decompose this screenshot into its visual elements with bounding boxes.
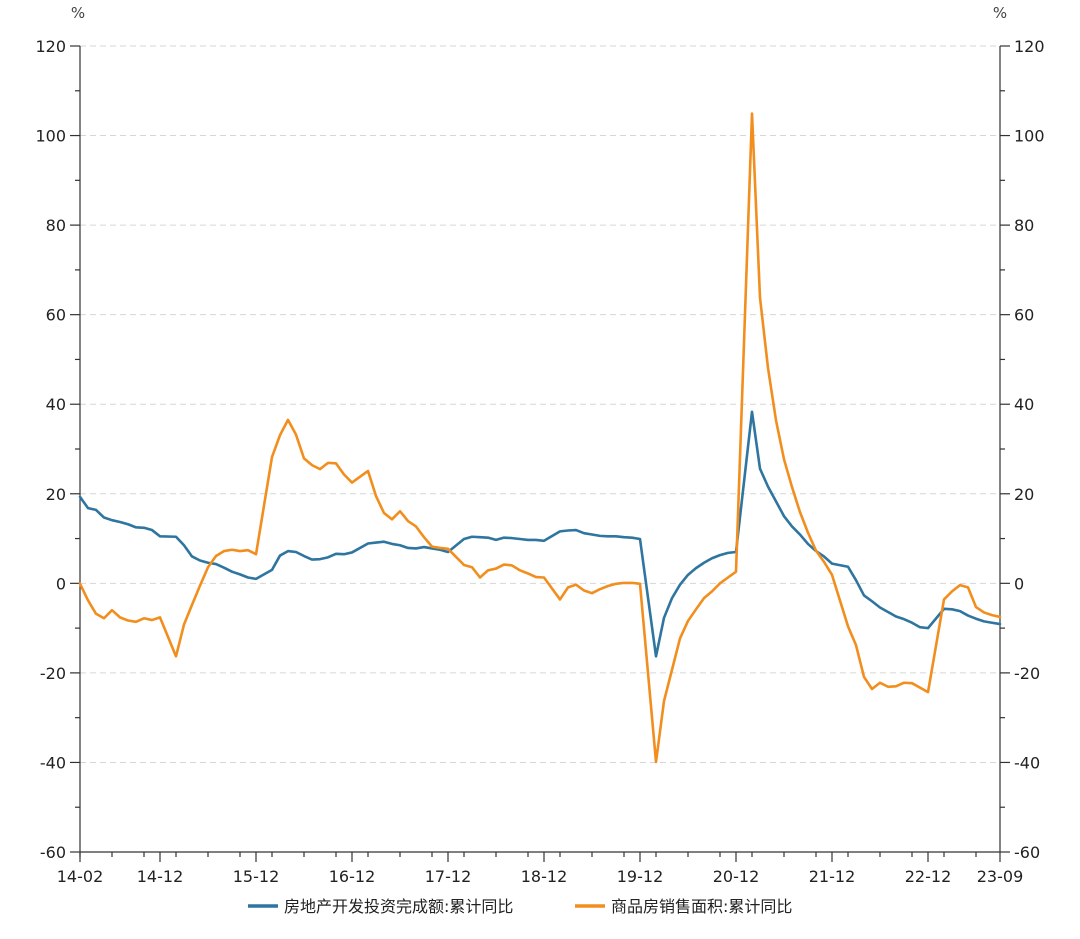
- right-y-tick-label: -60: [1014, 843, 1040, 862]
- right-y-tick-label: 80: [1014, 216, 1034, 235]
- left-y-tick-label: 60: [46, 306, 66, 325]
- left-y-axis-label: %: [71, 4, 85, 22]
- x-tick-label: 23-09: [977, 867, 1024, 886]
- x-tick-label: 15-12: [233, 867, 280, 886]
- right-y-tick-label: 120: [1014, 37, 1045, 56]
- series-line-1: [78, 410, 1002, 658]
- left-y-tick-label: -40: [40, 753, 66, 772]
- left-y-tick-label: 40: [46, 395, 66, 414]
- right-y-axis-label: %: [993, 4, 1007, 22]
- legend-label-1: 房地产开发投资完成额:累计同比: [284, 897, 513, 916]
- left-y-tick-label: 20: [46, 485, 66, 504]
- left-y-tick-label: -60: [40, 843, 66, 862]
- x-tick-label: 17-12: [425, 867, 472, 886]
- x-tick-label: 18-12: [521, 867, 568, 886]
- x-tick-label: 14-02: [57, 867, 104, 886]
- x-tick-label: 16-12: [329, 867, 376, 886]
- left-y-tick-label: 100: [35, 127, 66, 146]
- right-y-tick-label: -40: [1014, 753, 1040, 772]
- series-line-2: [78, 112, 1002, 764]
- left-y-tick-label: -20: [40, 664, 66, 683]
- x-tick-label: 22-12: [905, 867, 952, 886]
- left-y-tick-label: 0: [56, 574, 66, 593]
- right-y-tick-label: -20: [1014, 664, 1040, 683]
- right-y-tick-label: 100: [1014, 127, 1045, 146]
- left-y-tick-label: 80: [46, 216, 66, 235]
- x-tick-label: 19-12: [617, 867, 664, 886]
- right-y-tick-label: 60: [1014, 306, 1034, 325]
- right-y-tick-label: 0: [1014, 574, 1024, 593]
- x-tick-label: 14-12: [137, 867, 184, 886]
- right-y-tick-label: 20: [1014, 485, 1034, 504]
- legend-label-2: 商品房销售面积:累计同比: [611, 897, 792, 916]
- x-tick-label: 20-12: [713, 867, 760, 886]
- left-y-tick-label: 120: [35, 37, 66, 56]
- right-y-tick-label: 40: [1014, 395, 1034, 414]
- x-tick-label: 21-12: [809, 867, 856, 886]
